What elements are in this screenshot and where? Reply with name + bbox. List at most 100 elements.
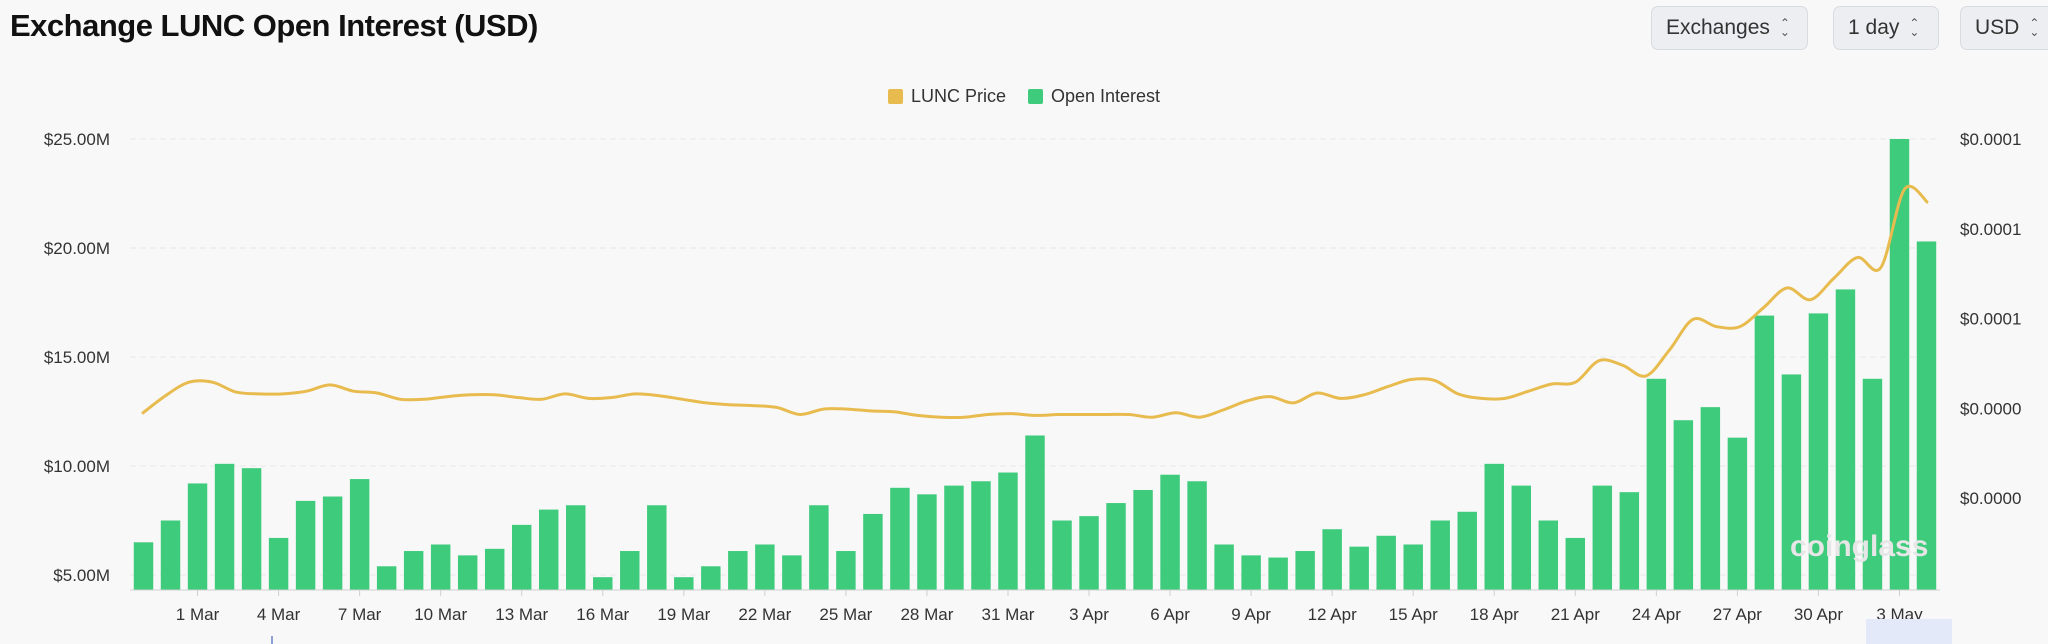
interval-select[interactable]: 1 day ⌃ ⌄: [1833, 6, 1939, 50]
zoom-slider-handle[interactable]: [1866, 619, 1952, 644]
x-tick-label: 15 Apr: [1389, 605, 1438, 624]
x-tick-label: 18 Apr: [1470, 605, 1519, 624]
x-tick-label: 19 Mar: [657, 605, 710, 624]
y-right-tick-label: $0.0000: [1960, 489, 2021, 508]
x-tick-label: 24 Apr: [1632, 605, 1681, 624]
x-tick-label: 28 Mar: [900, 605, 953, 624]
oi-bar: [566, 505, 586, 590]
oi-bar: [1106, 503, 1126, 590]
oi-bar: [1322, 529, 1342, 590]
oi-bar: [160, 520, 181, 590]
oi-bar: [295, 500, 316, 590]
oi-bar: [539, 509, 559, 590]
y-left-tick-label: $20.00M: [44, 239, 110, 258]
x-tick-label: 9 Apr: [1231, 605, 1271, 624]
x-tick-label: 16 Mar: [576, 605, 629, 624]
legend-item-price[interactable]: LUNC Price: [887, 86, 1006, 107]
y-left-tick-label: $10.00M: [44, 457, 110, 476]
oi-bar: [1160, 474, 1180, 590]
oi-bar: [214, 463, 235, 590]
x-tick-label: 31 Mar: [982, 605, 1035, 624]
x-tick-label: 21 Apr: [1551, 605, 1600, 624]
x-tick-label: 25 Mar: [819, 605, 872, 624]
oi-bar: [133, 542, 154, 590]
oi-bar: [701, 566, 721, 590]
oi-bar: [187, 483, 208, 590]
x-tick-label: 30 Apr: [1794, 605, 1843, 624]
zoom-slider-marker[interactable]: [271, 636, 273, 644]
oi-bar: [1457, 511, 1477, 590]
legend-item-open-interest[interactable]: Open Interest: [1027, 86, 1160, 107]
oi-bar: [836, 551, 856, 590]
x-tick-label: 12 Apr: [1308, 605, 1357, 624]
oi-bar: [1673, 420, 1694, 590]
chevron-up-down-icon: ⌃ ⌄: [1909, 16, 1920, 39]
oi-bar: [1862, 378, 1883, 590]
oi-bar: [1538, 520, 1559, 590]
x-tick-label: 3 Apr: [1069, 605, 1109, 624]
oi-bar: [1511, 485, 1531, 590]
oi-bar: [241, 468, 262, 590]
y-right-tick-label: $0.0001: [1960, 310, 2021, 329]
oi-bar: [1592, 485, 1613, 590]
oi-bar: [674, 577, 694, 590]
x-tick-label: 27 Apr: [1713, 605, 1762, 624]
oi-bar: [1619, 492, 1640, 590]
y-right-tick-label: $0.0001: [1960, 220, 2021, 239]
oi-bar: [376, 566, 397, 590]
oi-bar: [647, 505, 667, 590]
oi-bar: [457, 555, 478, 590]
y-left-tick-label: $25.00M: [44, 130, 110, 149]
oi-bar: [944, 485, 964, 590]
currency-select[interactable]: USD ⌃ ⌄: [1960, 6, 2048, 50]
oi-bar: [511, 524, 532, 590]
oi-bar: [890, 487, 910, 590]
oi-bar: [863, 513, 883, 590]
x-tick-label: 4 Mar: [257, 605, 301, 624]
oi-bar: [1835, 289, 1856, 590]
oi-bar: [917, 494, 937, 590]
page-title: Exchange LUNC Open Interest (USD): [10, 8, 538, 43]
interval-select-label: 1 day: [1848, 16, 1900, 39]
oi-bar: [1268, 557, 1288, 590]
oi-bar: [322, 496, 343, 590]
oi-bar: [1565, 537, 1586, 590]
watermark-logo: coinglass: [1790, 530, 1929, 563]
oi-bar: [1133, 489, 1153, 590]
price-line: [141, 185, 1930, 419]
legend-swatch-price: [887, 89, 903, 104]
legend-swatch-open-interest: [1027, 89, 1043, 104]
oi-bar: [1052, 520, 1072, 590]
oi-bar: [1349, 546, 1369, 590]
oi-bar: [998, 472, 1018, 590]
oi-bar: [728, 551, 748, 590]
chevron-up-down-icon: ⌃ ⌄: [1779, 16, 1790, 39]
oi-bar: [1754, 315, 1775, 590]
oi-bar: [620, 551, 640, 590]
exchanges-select[interactable]: Exchanges ⌃ ⌄: [1651, 6, 1808, 50]
x-tick-label: 22 Mar: [738, 605, 791, 624]
oi-bar: [1781, 374, 1802, 590]
oi-bar: [1295, 551, 1315, 590]
oi-bar: [1025, 435, 1045, 590]
x-tick-label: 7 Mar: [338, 605, 382, 624]
oi-bar: [1241, 555, 1261, 590]
oi-bar: [1727, 437, 1748, 590]
y-left-tick-label: $15.00M: [44, 348, 110, 367]
oi-bar: [1889, 139, 1910, 590]
oi-bar: [403, 551, 424, 590]
oi-bar: [484, 548, 505, 590]
oi-bar: [349, 479, 370, 590]
oi-bar: [1700, 407, 1721, 590]
oi-bar: [1484, 463, 1504, 590]
oi-bar: [809, 505, 829, 590]
currency-select-label: USD: [1975, 16, 2020, 39]
x-tick-label: 10 Mar: [414, 605, 467, 624]
y-right-tick-label: $0.0000: [1960, 399, 2021, 418]
oi-bar: [1646, 378, 1667, 590]
y-right-tick-label: $0.0001: [1960, 130, 2021, 149]
oi-bar: [971, 481, 991, 590]
oi-bar: [1214, 544, 1234, 590]
chevron-up-down-icon: ⌃ ⌄: [2029, 16, 2040, 39]
